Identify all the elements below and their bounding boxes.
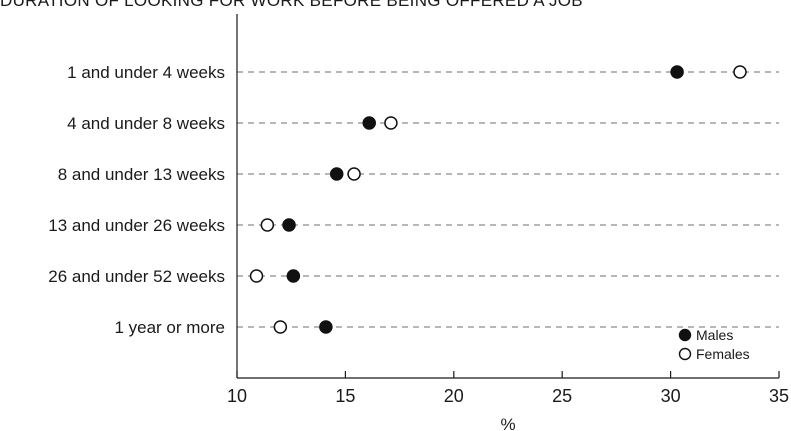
- male-point: [282, 218, 296, 232]
- male-point: [362, 116, 376, 130]
- legend-marker-males: [678, 328, 692, 342]
- x-axis-label: %: [500, 415, 515, 431]
- x-tick-label: 10: [227, 386, 247, 406]
- x-tick-label: 30: [661, 386, 681, 406]
- x-tick-labels: 10 15 20 25 30 35: [227, 371, 789, 406]
- category-label: 8 and under 13 weeks: [58, 165, 225, 184]
- female-point: [249, 269, 264, 283]
- x-tick-label: 25: [552, 386, 572, 406]
- x-tick-label: 35: [769, 386, 789, 406]
- axes: [236, 14, 779, 379]
- legend-label-males: Males: [696, 327, 733, 343]
- female-point: [260, 218, 275, 232]
- female-point: [347, 167, 361, 181]
- x-tick-label: 20: [444, 386, 464, 406]
- data-points: [249, 65, 747, 334]
- male-point: [319, 320, 333, 334]
- female-point: [733, 65, 747, 79]
- chart-title: DURATION OF LOOKING FOR WORK BEFORE BEIN…: [0, 0, 583, 10]
- legend: Males Females: [678, 327, 750, 362]
- category-labels: 1 and under 4 weeks 4 and under 8 weeks 8 …: [48, 63, 225, 337]
- female-point: [273, 320, 288, 334]
- male-point: [329, 167, 344, 181]
- male-point: [286, 269, 301, 283]
- male-point: [670, 65, 684, 79]
- gridlines: [237, 71, 779, 328]
- legend-marker-females: [678, 347, 692, 361]
- category-label: 1 year or more: [114, 318, 225, 337]
- category-label: 4 and under 8 weeks: [67, 114, 225, 133]
- female-point: [384, 116, 398, 130]
- category-label: 1 and under 4 weeks: [67, 63, 225, 82]
- x-tick-label: 15: [335, 386, 355, 406]
- legend-label-females: Females: [696, 346, 750, 362]
- category-label: 26 and under 52 weeks: [48, 267, 225, 286]
- category-label: 13 and under 26 weeks: [48, 216, 225, 235]
